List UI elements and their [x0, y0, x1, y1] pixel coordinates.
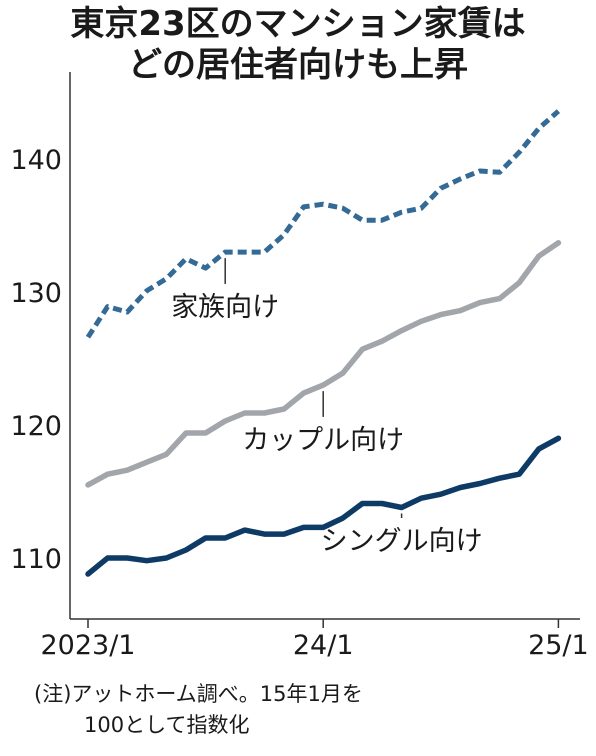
series-line-1	[85, 109, 561, 339]
series-label: 家族向け	[171, 292, 279, 323]
y-tick-label: 130	[10, 278, 62, 309]
y-tick-label: 120	[10, 411, 62, 442]
chart-note-line-1: (注)アットホーム調べ。15年1月を	[34, 682, 363, 706]
chart-note-line-2: 100として指数化	[84, 713, 250, 737]
series-label: シングル向け	[321, 526, 483, 557]
series-label: カップル向け	[242, 425, 404, 456]
chart-title-line-1: 東京23区のマンション家賃は	[70, 4, 526, 44]
chart-note: (注)アットホーム調べ。15年1月を 100として指数化	[34, 679, 363, 741]
y-tick-label: 140	[10, 145, 62, 176]
chart-title-line-2: どの居住者向けも上昇	[128, 45, 468, 85]
x-tick-label: 25/1	[528, 630, 589, 661]
series-line-3	[85, 435, 562, 577]
x-tick-label: 24/1	[293, 630, 354, 661]
chart-title: 東京23区のマンション家賃は どの居住者向けも上昇	[0, 4, 596, 86]
x-tick-label: 2023/1	[41, 630, 136, 661]
series-line-2	[85, 240, 562, 488]
y-tick-label: 110	[10, 544, 62, 575]
